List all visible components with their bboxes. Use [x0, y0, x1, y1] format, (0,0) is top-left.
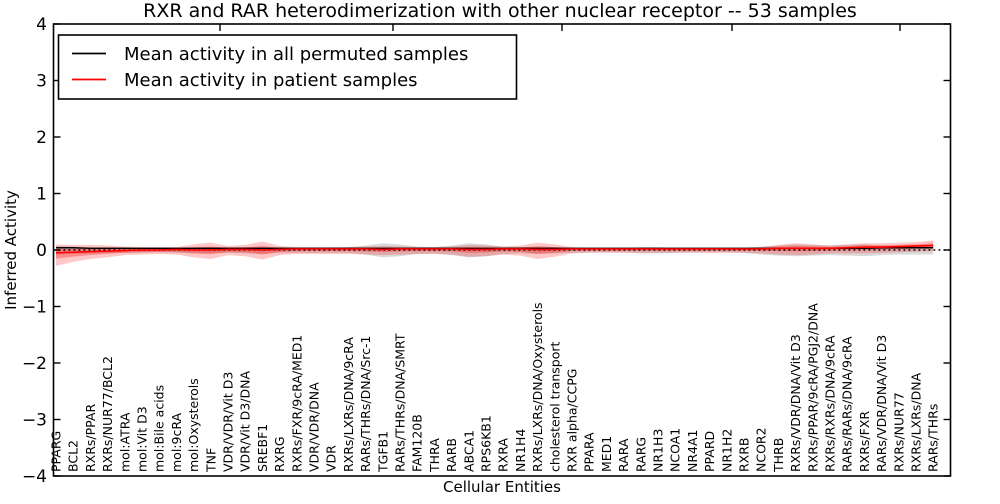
y-tick-label: −1 — [22, 298, 47, 318]
y-tick-label: 3 — [36, 72, 47, 92]
axis-ticks — [53, 23, 951, 477]
x-tick-label: RXRs/VDR/DNA/Vit D3 — [788, 334, 803, 472]
y-tick-label: 0 — [36, 241, 47, 261]
x-tick-label: PPARA — [582, 432, 597, 472]
x-tick-label: NCOR2 — [754, 427, 769, 472]
x-tick-label: BCL2 — [66, 440, 81, 472]
x-tick-label: mol:ATRA — [117, 412, 132, 472]
x-tick-label: cholesterol transport — [547, 341, 562, 472]
x-tick-label: RARs/THRs — [926, 404, 941, 472]
x-tick-label: RXRA — [496, 438, 511, 472]
legend-label-patient: Mean activity in patient samples — [124, 70, 418, 91]
x-tick-label: NCOA1 — [668, 428, 683, 472]
x-tick-label: NR1H2 — [719, 429, 734, 472]
x-tick-label: TNF — [203, 448, 218, 473]
x-tick-label: RXRs/FXR/9cRA/MED1 — [289, 335, 304, 472]
x-tick-label: PPARD — [702, 431, 717, 472]
x-tick-label: FAM120B — [410, 414, 425, 472]
x-tick-label: THRB — [771, 438, 786, 473]
x-tick-label: RPS6KB1 — [479, 415, 494, 472]
x-tick-label: RXRs/PPAR/9cRA/PGJ2/DNA — [805, 303, 820, 472]
x-tick-label: VDR/VDR/DNA — [307, 382, 322, 472]
x-tick-label: SREBF1 — [255, 424, 270, 472]
x-axis-label: Cellular Entities — [443, 478, 561, 496]
x-tick-label: RXR alpha/CCPG — [565, 369, 580, 472]
y-tick-labels: 4 3 2 1 0 −1 −2 −3 −4 — [22, 15, 47, 487]
x-tick-label: RXRs/PPAR — [83, 404, 98, 472]
x-tick-label: mol:Oxysterols — [186, 378, 201, 472]
x-tick-label: RARB — [444, 438, 459, 472]
y-tick-label: 1 — [36, 185, 47, 205]
x-tick-label: RXRs/NUR77/BCL2 — [100, 356, 115, 472]
x-tick-label: RXRG — [272, 436, 287, 472]
x-tick-label: RARs/VDR/DNA/Vit D3 — [874, 335, 889, 472]
x-tick-label: ABCA1 — [461, 430, 476, 472]
x-tick-label: RARs/THRs/DNA/Src-1 — [358, 336, 373, 472]
y-axis-label: Inferred Activity — [2, 190, 20, 310]
x-tick-label: RARA — [616, 438, 631, 472]
x-tick-label: PPARG — [49, 431, 64, 472]
patient-mean-line — [55, 244, 934, 254]
x-tick-label: NR1H4 — [513, 429, 528, 472]
x-tick-label: mol:Vit D3 — [135, 406, 150, 472]
x-tick-label: RXRs/LXRs/DNA/9cRA — [341, 337, 356, 472]
x-tick-label: MED1 — [599, 436, 614, 472]
x-tick-label: RXRs/LXRs/DNA/Oxysterols — [530, 302, 545, 472]
x-tick-label: VDR — [324, 445, 339, 472]
x-tick-label: RXRs/LXRs/DNA — [909, 372, 924, 472]
x-tick-label: mol:9cRA — [169, 412, 184, 472]
x-tick-label: RXRs/NUR77 — [891, 392, 906, 472]
x-tick-label: THRA — [427, 438, 442, 473]
legend-box — [57, 34, 518, 100]
x-tick-label: RXRs/RXRs/DNA/9cRA — [823, 335, 838, 472]
chart-title: RXR and RAR heterodimerization with othe… — [143, 0, 857, 22]
y-tick-label: −3 — [22, 411, 47, 431]
legend-label-permuted: Mean activity in all permuted samples — [124, 44, 468, 65]
x-tick-label: NR4A1 — [685, 430, 700, 473]
legend: Mean activity in all permuted samples Me… — [57, 34, 518, 100]
y-tick-label: 4 — [36, 15, 47, 35]
y-tick-label: −4 — [22, 467, 47, 487]
x-tick-label: TGFB1 — [375, 431, 390, 473]
x-tick-label: RXRB — [737, 437, 752, 472]
x-tick-label: RARG — [633, 437, 648, 472]
y-tick-label: 2 — [36, 128, 47, 148]
patient-range-band-inner — [56, 243, 934, 259]
y-tick-label: −2 — [22, 354, 47, 374]
x-tick-label: VDR/Vit D3/DNA — [238, 371, 253, 472]
x-tick-label: NR1H3 — [651, 429, 666, 472]
plot-layers — [53, 240, 951, 266]
x-tick-label: RXRs/FXR — [857, 411, 872, 472]
x-tick-label: mol:Bile acids — [152, 385, 167, 472]
x-tick-label: VDR/VDR/Vit D3 — [221, 372, 236, 472]
x-tick-label: RARs/RARs/DNA/9cRA — [840, 336, 855, 472]
patient-range-band-outer — [56, 240, 934, 266]
x-tick-label: RARs/THRs/DNA/SMRT — [393, 333, 408, 472]
x-tick-labels: PPARG BCL2 RXRs/PPAR RXRs/NUR77/BCL2 mol:ATR… — [49, 302, 941, 473]
